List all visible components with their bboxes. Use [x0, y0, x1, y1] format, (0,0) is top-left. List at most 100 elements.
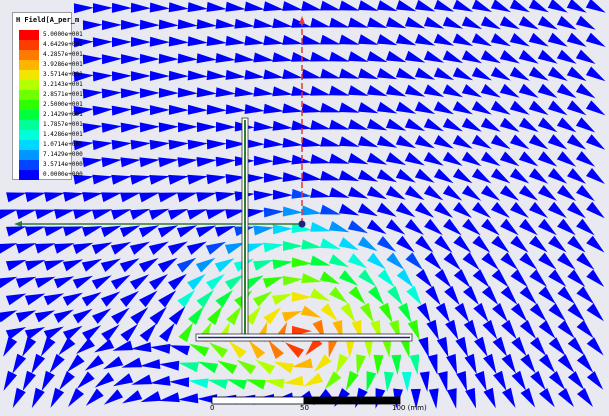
field-arrow	[490, 168, 511, 184]
field-arrow	[425, 285, 441, 306]
color-legend[interactable]: H Field[A_per_m 5.0000e+001 4.6429e+001 4.…	[12, 12, 83, 180]
field-arrow	[419, 371, 430, 392]
field-arrow	[82, 226, 103, 237]
field-arrow	[348, 85, 369, 96]
field-arrow	[139, 88, 160, 99]
field-arrow	[215, 156, 236, 167]
field-arrow	[480, 16, 502, 30]
field-arrow	[206, 273, 225, 291]
field-arrow	[414, 202, 435, 218]
field-arrow	[548, 201, 567, 219]
x-axis-arrow-icon	[14, 221, 22, 227]
field-arrow	[461, 185, 482, 201]
field-arrow	[93, 3, 113, 14]
field-arrow	[452, 0, 474, 12]
field-arrow	[22, 336, 37, 357]
field-arrow	[395, 169, 416, 183]
field-arrow	[110, 274, 131, 290]
field-arrow	[206, 139, 227, 150]
field-arrow	[92, 209, 113, 220]
field-arrow	[464, 353, 477, 375]
field-arrow	[416, 302, 431, 323]
legend-value: 1.7857e+001	[43, 121, 83, 128]
field-arrow	[112, 373, 134, 387]
field-arrow	[110, 241, 132, 255]
field-arrow	[131, 342, 152, 353]
field-arrow	[138, 257, 159, 273]
field-arrow	[557, 218, 576, 236]
field-arrow	[319, 271, 340, 285]
field-arrow	[395, 202, 416, 218]
field-arrow	[446, 388, 457, 409]
legend-value: 7.1429e+000	[43, 151, 83, 158]
field-arrow	[442, 16, 464, 29]
field-arrow	[395, 135, 417, 149]
field-arrow	[339, 102, 360, 113]
field-arrow	[301, 103, 322, 113]
field-arrow	[301, 239, 322, 250]
field-arrow	[511, 370, 527, 391]
field-arrow	[483, 353, 497, 374]
field-arrow	[567, 201, 586, 219]
field-arrow	[404, 16, 426, 29]
field-arrow	[263, 103, 284, 114]
field-arrow	[463, 319, 478, 340]
field-arrow	[244, 1, 265, 12]
field-arrow	[481, 218, 500, 236]
field-arrow	[320, 204, 341, 215]
field-arrow	[305, 337, 323, 356]
field-arrow	[149, 36, 170, 47]
field-arrow	[283, 241, 303, 251]
field-arrow	[547, 134, 568, 150]
field-arrow	[81, 292, 102, 307]
field-arrow	[492, 336, 508, 357]
field-arrow	[348, 119, 369, 130]
field-arrow	[225, 1, 246, 12]
field-arrow	[253, 121, 274, 132]
field-arrow	[490, 0, 512, 13]
field-arrow	[195, 257, 216, 273]
field-arrow	[428, 388, 439, 409]
field-arrow	[139, 19, 160, 30]
legend-value: 1.0714e+001	[43, 141, 83, 148]
field-arrow	[585, 66, 606, 82]
legend-title: H Field[A_per_m	[16, 16, 80, 24]
field-arrow	[189, 343, 210, 357]
field-arrow	[373, 354, 384, 375]
field-arrow	[120, 122, 141, 133]
field-arrow	[491, 202, 510, 218]
field-arrow	[0, 310, 18, 323]
field-arrow	[158, 87, 179, 98]
field-arrow	[168, 306, 186, 325]
field-arrow	[510, 303, 528, 322]
field-arrow	[586, 201, 605, 219]
legend-value: 3.5714e+000	[43, 161, 83, 168]
field-arrow	[528, 0, 549, 13]
field-arrow	[5, 293, 27, 306]
field-arrow	[205, 241, 227, 255]
field-arrow	[320, 102, 341, 113]
field-arrow	[363, 337, 374, 358]
field-arrow	[234, 18, 255, 29]
field-arrow	[224, 274, 245, 290]
field-arrow	[338, 237, 359, 251]
field-arrow	[119, 225, 141, 238]
field-arrow	[539, 388, 555, 408]
field-arrow	[310, 255, 331, 266]
field-arrow	[35, 243, 56, 254]
field-arrow	[282, 206, 303, 217]
field-arrow	[43, 293, 65, 306]
field-arrow	[253, 225, 274, 236]
field-arrow	[43, 326, 64, 340]
field-arrow	[379, 302, 393, 323]
field-arrow	[31, 387, 45, 409]
field-arrow	[575, 15, 596, 30]
field-arrow	[149, 274, 168, 290]
field-arrow	[385, 50, 407, 63]
field-arrow	[499, 151, 520, 167]
field-arrow	[81, 258, 103, 272]
field-arrow	[577, 388, 593, 407]
field-arrow	[538, 320, 556, 339]
field-arrow	[452, 67, 474, 81]
